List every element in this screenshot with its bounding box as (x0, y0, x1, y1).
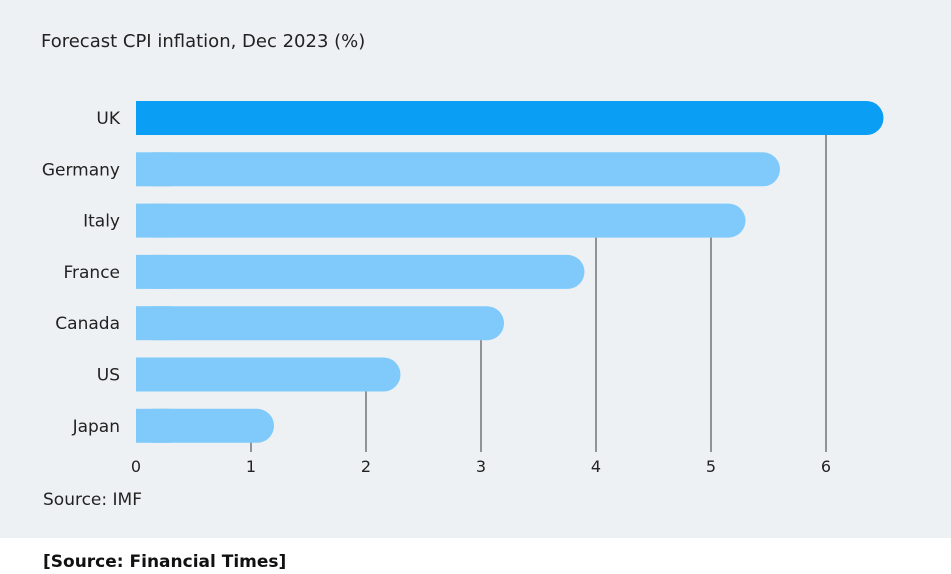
bar-uk (136, 101, 884, 135)
bar-chart: UK Germany Italy France Canada US Japan 0 1 2 3 4 5 6 (42, 101, 884, 476)
x-axis: 0 1 2 3 4 5 6 (131, 457, 831, 476)
chart-panel: Forecast CPI inflation, Dec 2023 (%) UK G… (0, 0, 951, 538)
bar-base-italy (136, 203, 170, 238)
x-tick-label: 4 (591, 457, 601, 476)
bar-base-germany (136, 152, 170, 187)
chart-title: Forecast CPI inflation, Dec 2023 (%) (41, 31, 366, 52)
source-note: Source: IMF (43, 490, 142, 510)
x-tick-label: 6 (821, 457, 831, 476)
x-tick-label: 2 (361, 457, 371, 476)
bar-base-france (136, 254, 170, 289)
category-label: Germany (42, 160, 120, 180)
bar-base-canada (136, 306, 170, 341)
bar-base-japan (136, 408, 170, 443)
bar-base-us (136, 357, 170, 392)
gridlines (250, 135, 827, 452)
category-label: Japan (72, 417, 120, 437)
category-label: Canada (55, 314, 120, 334)
source-credit: [Source: Financial Times] (43, 552, 287, 572)
x-tick-label: 0 (131, 457, 141, 476)
category-label: Italy (83, 212, 120, 232)
bar-us (136, 357, 401, 392)
x-tick-label: 5 (706, 457, 716, 476)
x-tick-label: 1 (246, 457, 256, 476)
category-label: US (97, 366, 120, 386)
bars: UK Germany Italy France Canada US Japan (42, 101, 884, 443)
category-label: France (63, 263, 120, 283)
bar-base-uk (136, 101, 170, 135)
bar-germany (136, 152, 780, 187)
bar-canada (136, 306, 504, 341)
x-tick-label: 3 (476, 457, 486, 476)
bar-japan (136, 408, 274, 443)
bar-italy (136, 203, 746, 238)
bar-france (136, 254, 585, 289)
category-label: UK (96, 109, 120, 129)
